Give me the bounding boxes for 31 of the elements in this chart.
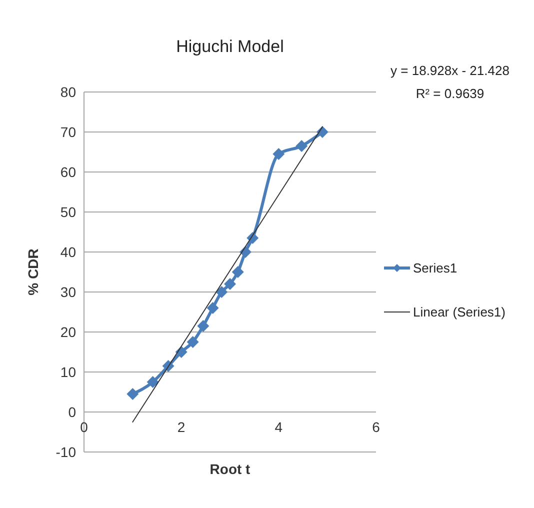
point	[126, 388, 139, 400]
y-tick-label: 60	[60, 164, 76, 180]
point	[186, 336, 199, 348]
x-axis-title: Root t	[210, 461, 251, 477]
y-tick-label: 80	[60, 84, 76, 100]
x-tick-label: 2	[177, 419, 186, 435]
legend-label: Series1	[413, 260, 458, 276]
legend-label: Linear (Series1)	[413, 304, 506, 320]
point	[296, 140, 308, 152]
y-tick-label: 30	[60, 284, 76, 300]
y-tick-label: 0	[68, 404, 76, 420]
x-tick-label: 0	[80, 419, 88, 435]
text: y = 18.928x - 21.428	[390, 63, 510, 78]
point	[216, 286, 228, 298]
y-tick-label: 10	[60, 364, 76, 380]
x-tick-label: 6	[372, 419, 380, 435]
y-tick-label: 50	[60, 204, 76, 220]
x-tick-label: 4	[274, 419, 283, 435]
chart-title: Higuchi Model	[176, 37, 284, 56]
point	[272, 148, 285, 160]
y-axis-title: % CDR	[25, 248, 41, 296]
point	[232, 266, 244, 278]
point	[197, 320, 210, 332]
y-tick-label: 20	[60, 324, 76, 340]
y-tick-label: 40	[60, 244, 76, 260]
text: R² = 0.9639	[416, 86, 484, 101]
y-tick-label: -10	[56, 444, 76, 460]
point	[206, 302, 219, 314]
point	[224, 278, 236, 290]
point	[146, 376, 159, 388]
y-tick-label: 70	[60, 124, 76, 140]
